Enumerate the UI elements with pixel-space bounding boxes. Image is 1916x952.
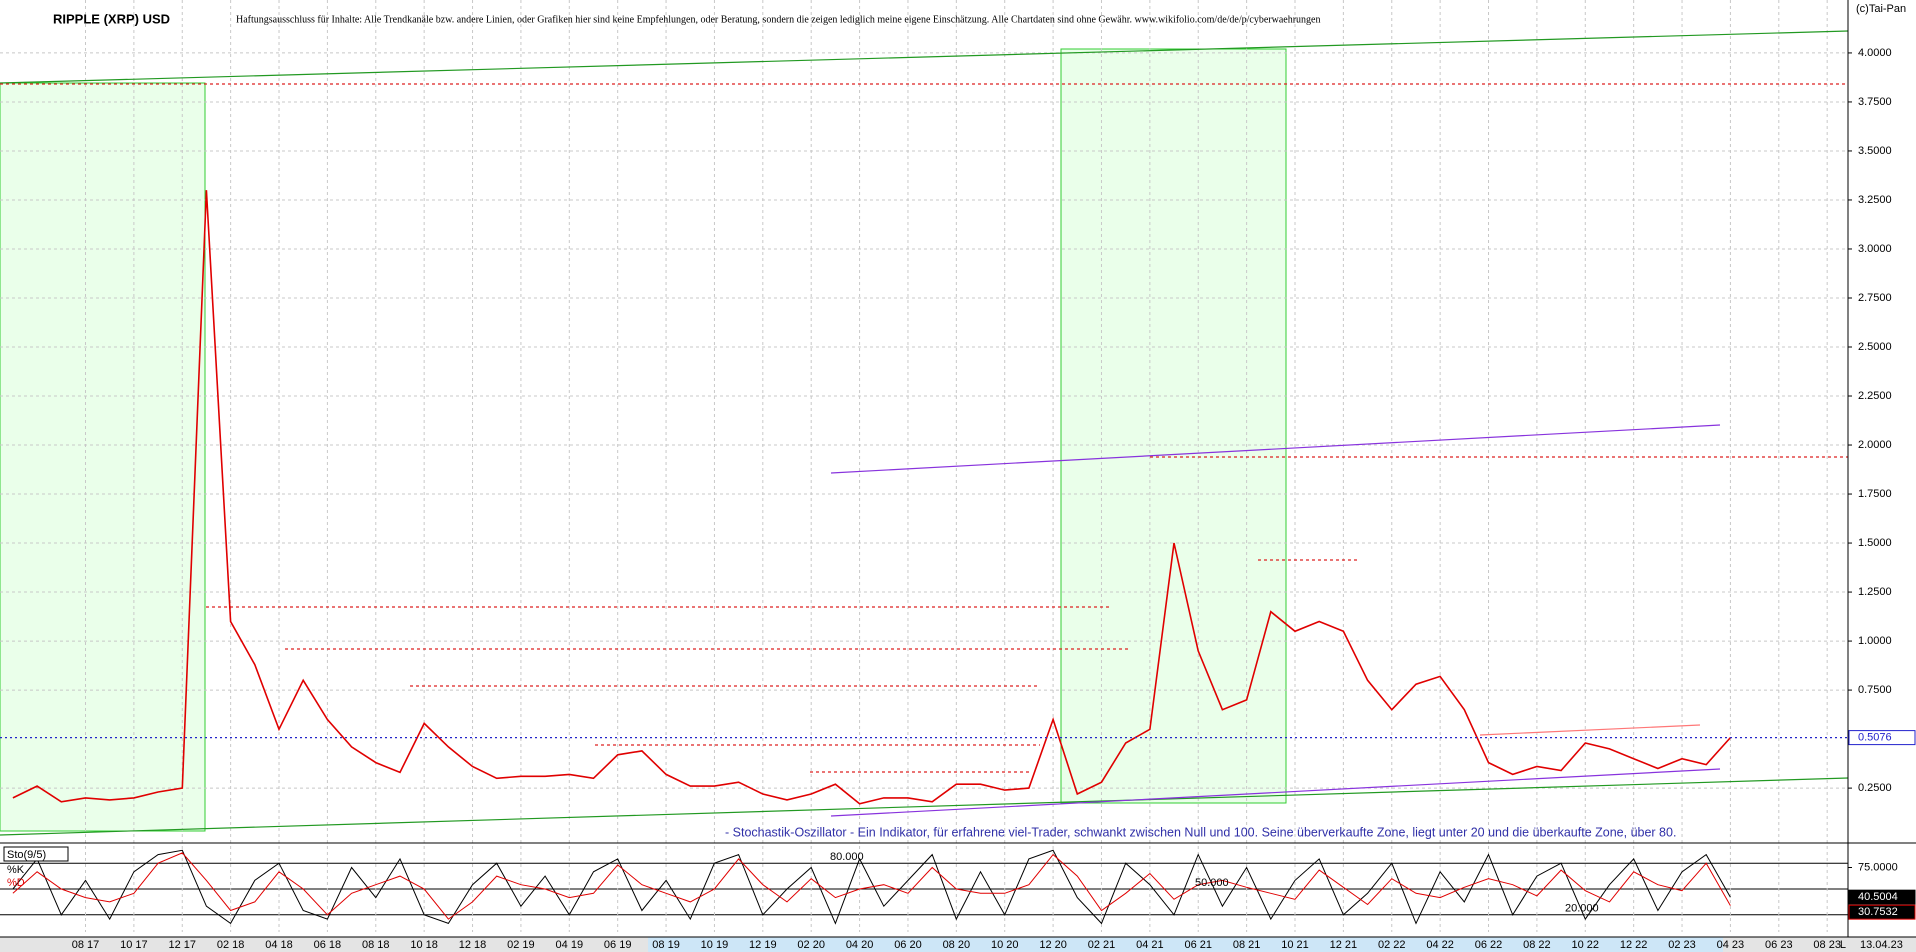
- x-tick-label: 04 18: [265, 939, 293, 951]
- series: [0, 190, 1848, 925]
- level-label: 20.000: [1565, 903, 1599, 915]
- x-tick-label: 04 20: [846, 939, 874, 951]
- x-tick-label: 04 19: [556, 939, 584, 951]
- zones: [0, 48, 1287, 832]
- x-tick-label: 08 19: [652, 939, 680, 951]
- x-tick-label: 06 21: [1184, 939, 1212, 951]
- disclaimer: Haftungsausschluss für Inhalte: Alle Tre…: [236, 14, 1321, 25]
- x-tick-label: 10 18: [410, 939, 438, 951]
- trend-line: [830, 424, 1721, 474]
- drawings: [0, 30, 1849, 836]
- x-tick-label: 10 21: [1281, 939, 1309, 951]
- x-tick-label: 08 22: [1523, 939, 1551, 951]
- x-tick-label: 08 18: [362, 939, 390, 951]
- y-tick-label: 1.5000: [1858, 537, 1892, 549]
- x-tick-label: 10 22: [1572, 939, 1600, 951]
- x-tick-label: 06 22: [1475, 939, 1503, 951]
- zone: [0, 82, 206, 832]
- y2-tick-label: 75.0000: [1858, 861, 1898, 873]
- x-tick-label: 04 21: [1136, 939, 1164, 951]
- x-tick-label: 06 19: [604, 939, 632, 951]
- x-tick-label: 02 20: [797, 939, 825, 951]
- legend-entry: %K: [7, 864, 25, 876]
- y-tick-label: 4.0000: [1858, 47, 1892, 59]
- trend-line: [0, 777, 1849, 836]
- x-tick-label: 06 20: [894, 939, 922, 951]
- indicator-note: - Stochastik-Oszillator - Ein Indikator,…: [725, 825, 1676, 839]
- y-tick-label: 2.5000: [1858, 341, 1892, 353]
- x-tick-label: 06 18: [314, 939, 342, 951]
- y-tick-label: 2.7500: [1858, 292, 1892, 304]
- x-tick-label: 08 21: [1233, 939, 1261, 951]
- y-tick-label: 1.0000: [1858, 635, 1892, 647]
- level-label: 50.000: [1195, 877, 1229, 889]
- copyright: (c)Tai-Pan: [1856, 3, 1906, 15]
- chart-title: RIPPLE (XRP) USD: [53, 11, 170, 26]
- last-value-box: [1848, 904, 1916, 920]
- date-axis-highlight: [648, 937, 1723, 952]
- last-value-label: 0.5076: [1858, 732, 1892, 744]
- indicator-box: [3, 846, 69, 862]
- y-tick-label: 3.5000: [1858, 145, 1892, 157]
- oscillator-line: [12, 849, 1731, 925]
- x-tick-label: 02 19: [507, 939, 535, 951]
- x-tick-label: 12 21: [1330, 939, 1358, 951]
- oscillator-line: [12, 852, 1731, 920]
- trend-line: [0, 30, 1849, 84]
- level-label: 80.000: [830, 851, 864, 863]
- axis-panel: [1848, 0, 1916, 952]
- x-tick-label: 12 18: [459, 939, 487, 951]
- x-tick-label: 02 18: [217, 939, 245, 951]
- legend-entry: %D: [7, 877, 25, 889]
- x-tick-label: 12 17: [168, 939, 196, 951]
- y-tick-label: 2.0000: [1858, 439, 1892, 451]
- y-tick-label: 2.2500: [1858, 390, 1892, 402]
- indicator-label: Sto(9/5): [7, 849, 46, 861]
- x-tick-label: 08 17: [72, 939, 100, 951]
- x-tick-label: 06 23: [1765, 939, 1793, 951]
- grid: [0, 0, 1848, 932]
- x-tick-label: 04 23: [1717, 939, 1745, 951]
- y-tick-label: 1.2500: [1858, 586, 1892, 598]
- scale-mode: L: [1840, 939, 1846, 951]
- x-tick-label: 02 21: [1088, 939, 1116, 951]
- y-tick-label: 3.0000: [1858, 243, 1892, 255]
- y-tick-label: 3.2500: [1858, 194, 1892, 206]
- x-tick-label: 12 19: [749, 939, 777, 951]
- y-tick-label: 0.7500: [1858, 684, 1892, 696]
- x-tick-label: 10 20: [991, 939, 1019, 951]
- last-value-box: [1848, 730, 1916, 746]
- zone: [1060, 48, 1287, 804]
- x-tick-label: 02 23: [1668, 939, 1696, 951]
- trend-line: [1479, 724, 1701, 736]
- last-value-box: [1848, 889, 1916, 905]
- last-value-label: 30.7532: [1858, 906, 1898, 918]
- x-tick-label: 10 19: [701, 939, 729, 951]
- x-tick-label: 10 17: [120, 939, 148, 951]
- x-tick-label: 12 20: [1039, 939, 1067, 951]
- x-tick-label: 08 23: [1813, 939, 1841, 951]
- labels: RIPPLE (XRP) USD Haftungsausschluss für …: [3, 3, 1916, 951]
- x-tick-label: 02 22: [1378, 939, 1406, 951]
- price-line: [12, 190, 1731, 805]
- last-value-label: 40.5004: [1858, 891, 1898, 903]
- y-tick-label: 0.2500: [1858, 782, 1892, 794]
- y-tick-label: 1.7500: [1858, 488, 1892, 500]
- x-tick-label: 08 20: [943, 939, 971, 951]
- y-tick-label: 3.7500: [1858, 96, 1892, 108]
- trend-line: [830, 768, 1721, 817]
- x-tick-label: 12 22: [1620, 939, 1648, 951]
- x-tick-label: 04 22: [1426, 939, 1454, 951]
- last-date: 13.04.23: [1860, 939, 1903, 951]
